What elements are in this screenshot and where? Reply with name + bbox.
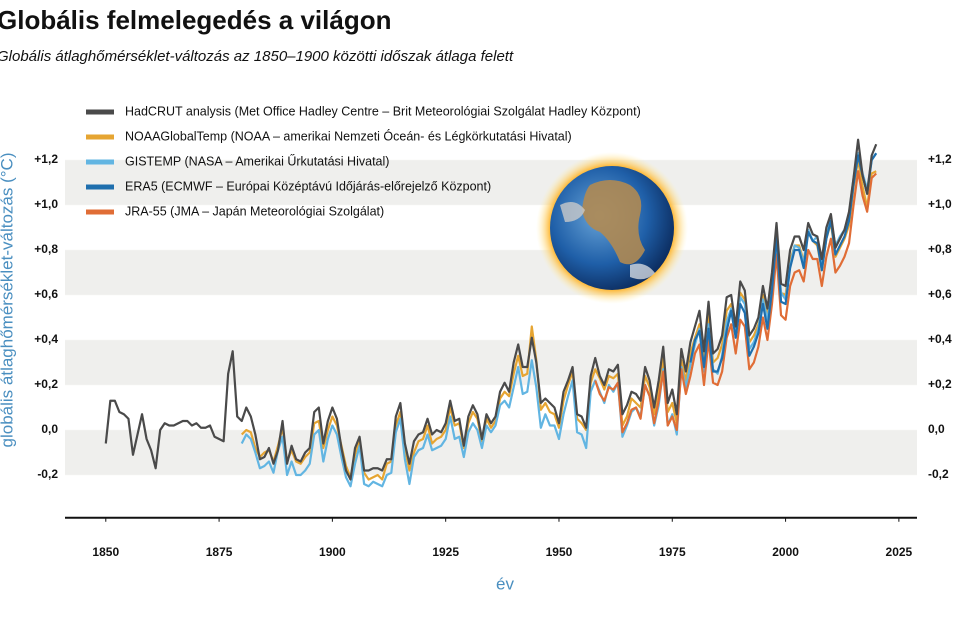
x-tick-label: 1950 <box>546 545 573 559</box>
y-tick-label: +1,2 <box>34 152 58 166</box>
x-tick-label: 1900 <box>319 545 346 559</box>
y-tick-label-right: +1,0 <box>928 197 952 211</box>
chart-subtitle: Globális átlaghőmérséklet-változás az 18… <box>0 48 514 65</box>
y-tick-label: +0,8 <box>34 242 58 256</box>
series-line <box>104 138 878 481</box>
y-tick-label-right: +0,8 <box>928 242 952 256</box>
y-tick-label: +0,6 <box>34 287 58 301</box>
y-tick-label-right: 0,0 <box>928 422 945 436</box>
grid-band <box>65 340 917 385</box>
grid-band <box>65 160 917 205</box>
x-tick-label: 1875 <box>206 545 233 559</box>
series-line <box>689 152 878 373</box>
y-tick-label: 0,0 <box>41 422 58 436</box>
legend: HadCRUT analysis (Met Office Hadley Cent… <box>86 104 641 218</box>
series-line <box>594 170 877 434</box>
grid-band <box>65 430 917 475</box>
x-tick-label: 1975 <box>659 545 686 559</box>
y-tick-label-right: -0,2 <box>928 467 949 481</box>
legend-label: NOAAGlobalTemp (NOAA – amerikai Nemzeti … <box>125 128 572 143</box>
legend-label: JRA-55 (JMA – Japán Meteorológiai Szolgá… <box>125 204 384 218</box>
y-tick-label: +0,4 <box>34 332 58 346</box>
chart-title: Globális felmelegedés a világon <box>0 5 391 35</box>
x-axis-label: év <box>496 574 514 593</box>
y-tick-label-right: +0,4 <box>928 332 952 346</box>
y-tick-label: +1,0 <box>34 197 58 211</box>
x-tick-label: 1850 <box>92 545 119 559</box>
lines <box>104 138 878 488</box>
y-tick-label: +0,2 <box>34 377 58 391</box>
x-tick-label: 2025 <box>886 545 913 559</box>
axes: -0,2 -0,2 0,0 0,0 +0,2 +0,2 +0,4 +0,4 +0,6 +0,6 +0… <box>34 152 952 559</box>
y-tick-label-right: +0,6 <box>928 287 952 301</box>
earth-illustration <box>536 152 688 304</box>
x-tick-label: 2000 <box>772 545 799 559</box>
x-tick-label: 1925 <box>432 545 459 559</box>
y-tick-label-right: +1,2 <box>928 152 952 166</box>
legend-label: HadCRUT analysis (Met Office Hadley Cent… <box>125 104 641 118</box>
y-tick-label: -0,2 <box>37 467 58 481</box>
y-tick-label-right: +0,2 <box>928 377 952 391</box>
y-axis-label: globális átlaghőmérséklet-változás (°C) <box>0 153 16 448</box>
legend-label: ERA5 (ECMWF – Európai Középtávú Időjárás… <box>125 179 491 193</box>
legend-label: GISTEMP (NASA – Amerikai Űrkutatási Hiva… <box>125 153 389 168</box>
